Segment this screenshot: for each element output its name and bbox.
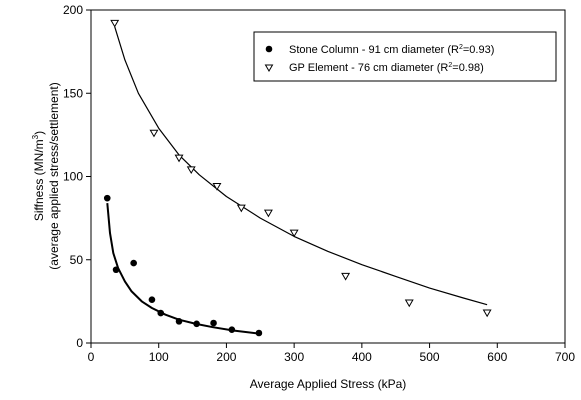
y-tick-label: 50 xyxy=(70,253,84,267)
data-point-stone-column xyxy=(193,320,200,328)
fit-curve-stone-column xyxy=(106,203,261,335)
x-tick-label: 600 xyxy=(487,350,507,364)
y-tick-label: 200 xyxy=(63,3,83,17)
fit-curve-gp-element xyxy=(114,26,488,306)
data-point-stone-column xyxy=(103,194,111,202)
x-tick-label: 100 xyxy=(149,350,169,364)
data-point-stone-column xyxy=(130,259,137,267)
x-tick-label: 0 xyxy=(88,350,95,364)
data-point-gp-element xyxy=(149,129,159,138)
data-point-gp-element xyxy=(212,182,222,191)
legend-box xyxy=(253,31,557,82)
y-axis: 0 50 100 150 200 xyxy=(63,3,91,350)
data-point-gp-element xyxy=(236,204,246,213)
data-point-stone-column xyxy=(255,329,263,337)
legend-label-stone-column: Stone Column - 91 cm diameter (R2=0.93) xyxy=(289,44,494,56)
y-tick-label: 100 xyxy=(63,170,83,184)
data-point-gp-element xyxy=(110,19,120,28)
data-points xyxy=(103,19,492,337)
y-tick-label: 0 xyxy=(76,336,83,350)
data-point-stone-column xyxy=(157,309,165,317)
data-point-gp-element xyxy=(289,229,299,238)
x-axis: 0 100 200 300 400 500 600 700 xyxy=(88,343,575,364)
x-tick-label: 200 xyxy=(216,350,236,364)
x-tick-label: 400 xyxy=(352,350,372,364)
data-point-gp-element xyxy=(341,272,351,281)
data-point-gp-element xyxy=(186,166,196,175)
x-axis-label: Average Applied Stress (kPa) xyxy=(250,377,407,391)
legend-marker-stone-column xyxy=(265,45,273,53)
data-point-stone-column xyxy=(210,319,217,327)
legend-label-gp-element: GP Element - 76 cm diameter (R2=0.98) xyxy=(289,62,484,74)
data-point-gp-element xyxy=(263,209,273,218)
data-point-gp-element xyxy=(404,299,414,308)
legend: Stone Column - 91 cm diameter (R2=0.93) … xyxy=(253,31,557,82)
fit-curves xyxy=(106,26,488,335)
data-point-stone-column xyxy=(112,266,120,274)
x-tick-label: 500 xyxy=(420,350,440,364)
y-tick-label: 150 xyxy=(63,86,83,100)
x-tick-label: 300 xyxy=(284,350,304,364)
x-tick-label: 700 xyxy=(555,350,575,364)
data-point-stone-column xyxy=(228,326,236,333)
y-axis-label: Siffness (MN/m3) (average applied stress… xyxy=(31,82,61,269)
data-point-gp-element xyxy=(482,309,492,318)
y-axis-label-line1: Siffness (MN/m3) xyxy=(31,131,46,221)
data-point-stone-column xyxy=(175,318,183,325)
data-point-stone-column xyxy=(148,296,156,304)
y-axis-label-line2: (average applied stress/settlement) xyxy=(47,82,61,269)
data-point-gp-element xyxy=(174,154,184,163)
legend-marker-gp-element xyxy=(264,64,274,72)
